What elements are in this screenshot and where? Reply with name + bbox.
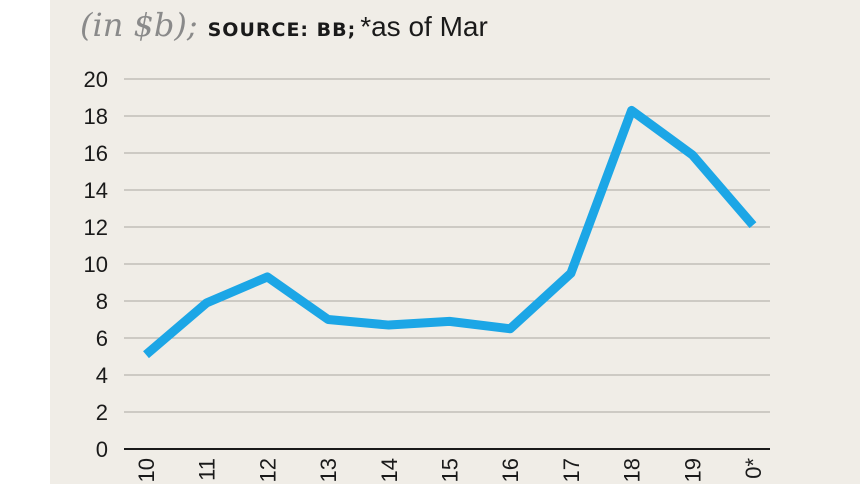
x-tick-label: 10 [134,458,159,482]
y-tick-label: 2 [96,400,108,425]
grid-lines [124,78,770,450]
series-line [143,105,757,359]
x-tick-label: 13 [316,458,341,482]
y-tick-label: 18 [84,104,108,129]
y-tick-label: 8 [96,289,108,314]
y-tick-label: 14 [84,178,108,203]
x-tick-label: 18 [620,458,645,482]
x-tick-label: 14 [377,458,402,482]
y-tick-label: 16 [84,141,108,166]
x-tick-label: 19 [680,458,705,482]
y-tick-label: 20 [84,67,108,92]
x-tick-label: 17 [559,458,584,482]
chart-panel [50,0,860,484]
y-tick-label: 4 [96,363,108,388]
series-group [143,105,757,359]
source-label: SOURCE: BB; [207,19,357,41]
y-axis-labels: 0 2 4 6 8 10 12 14 16 18 20 [84,67,108,462]
unit-label: (in $b); [80,6,198,44]
y-tick-label: 10 [84,252,108,277]
x-tick-label: 11 [195,458,220,481]
y-tick-label: 12 [84,215,108,240]
x-axis-labels: 10 11 12 13 14 15 16 17 18 19 0* [134,458,766,483]
y-tick-label: 6 [96,326,108,351]
x-tick-label: 0* [741,458,766,479]
x-tick-label: 12 [255,458,280,482]
chart-header: (in $b); SOURCE: BB; *as of Mar [80,6,488,52]
x-tick-label: 15 [438,458,463,482]
y-tick-label: 0 [96,437,108,462]
note-label: *as of Mar [360,11,488,42]
x-tick-label: 16 [498,458,523,482]
